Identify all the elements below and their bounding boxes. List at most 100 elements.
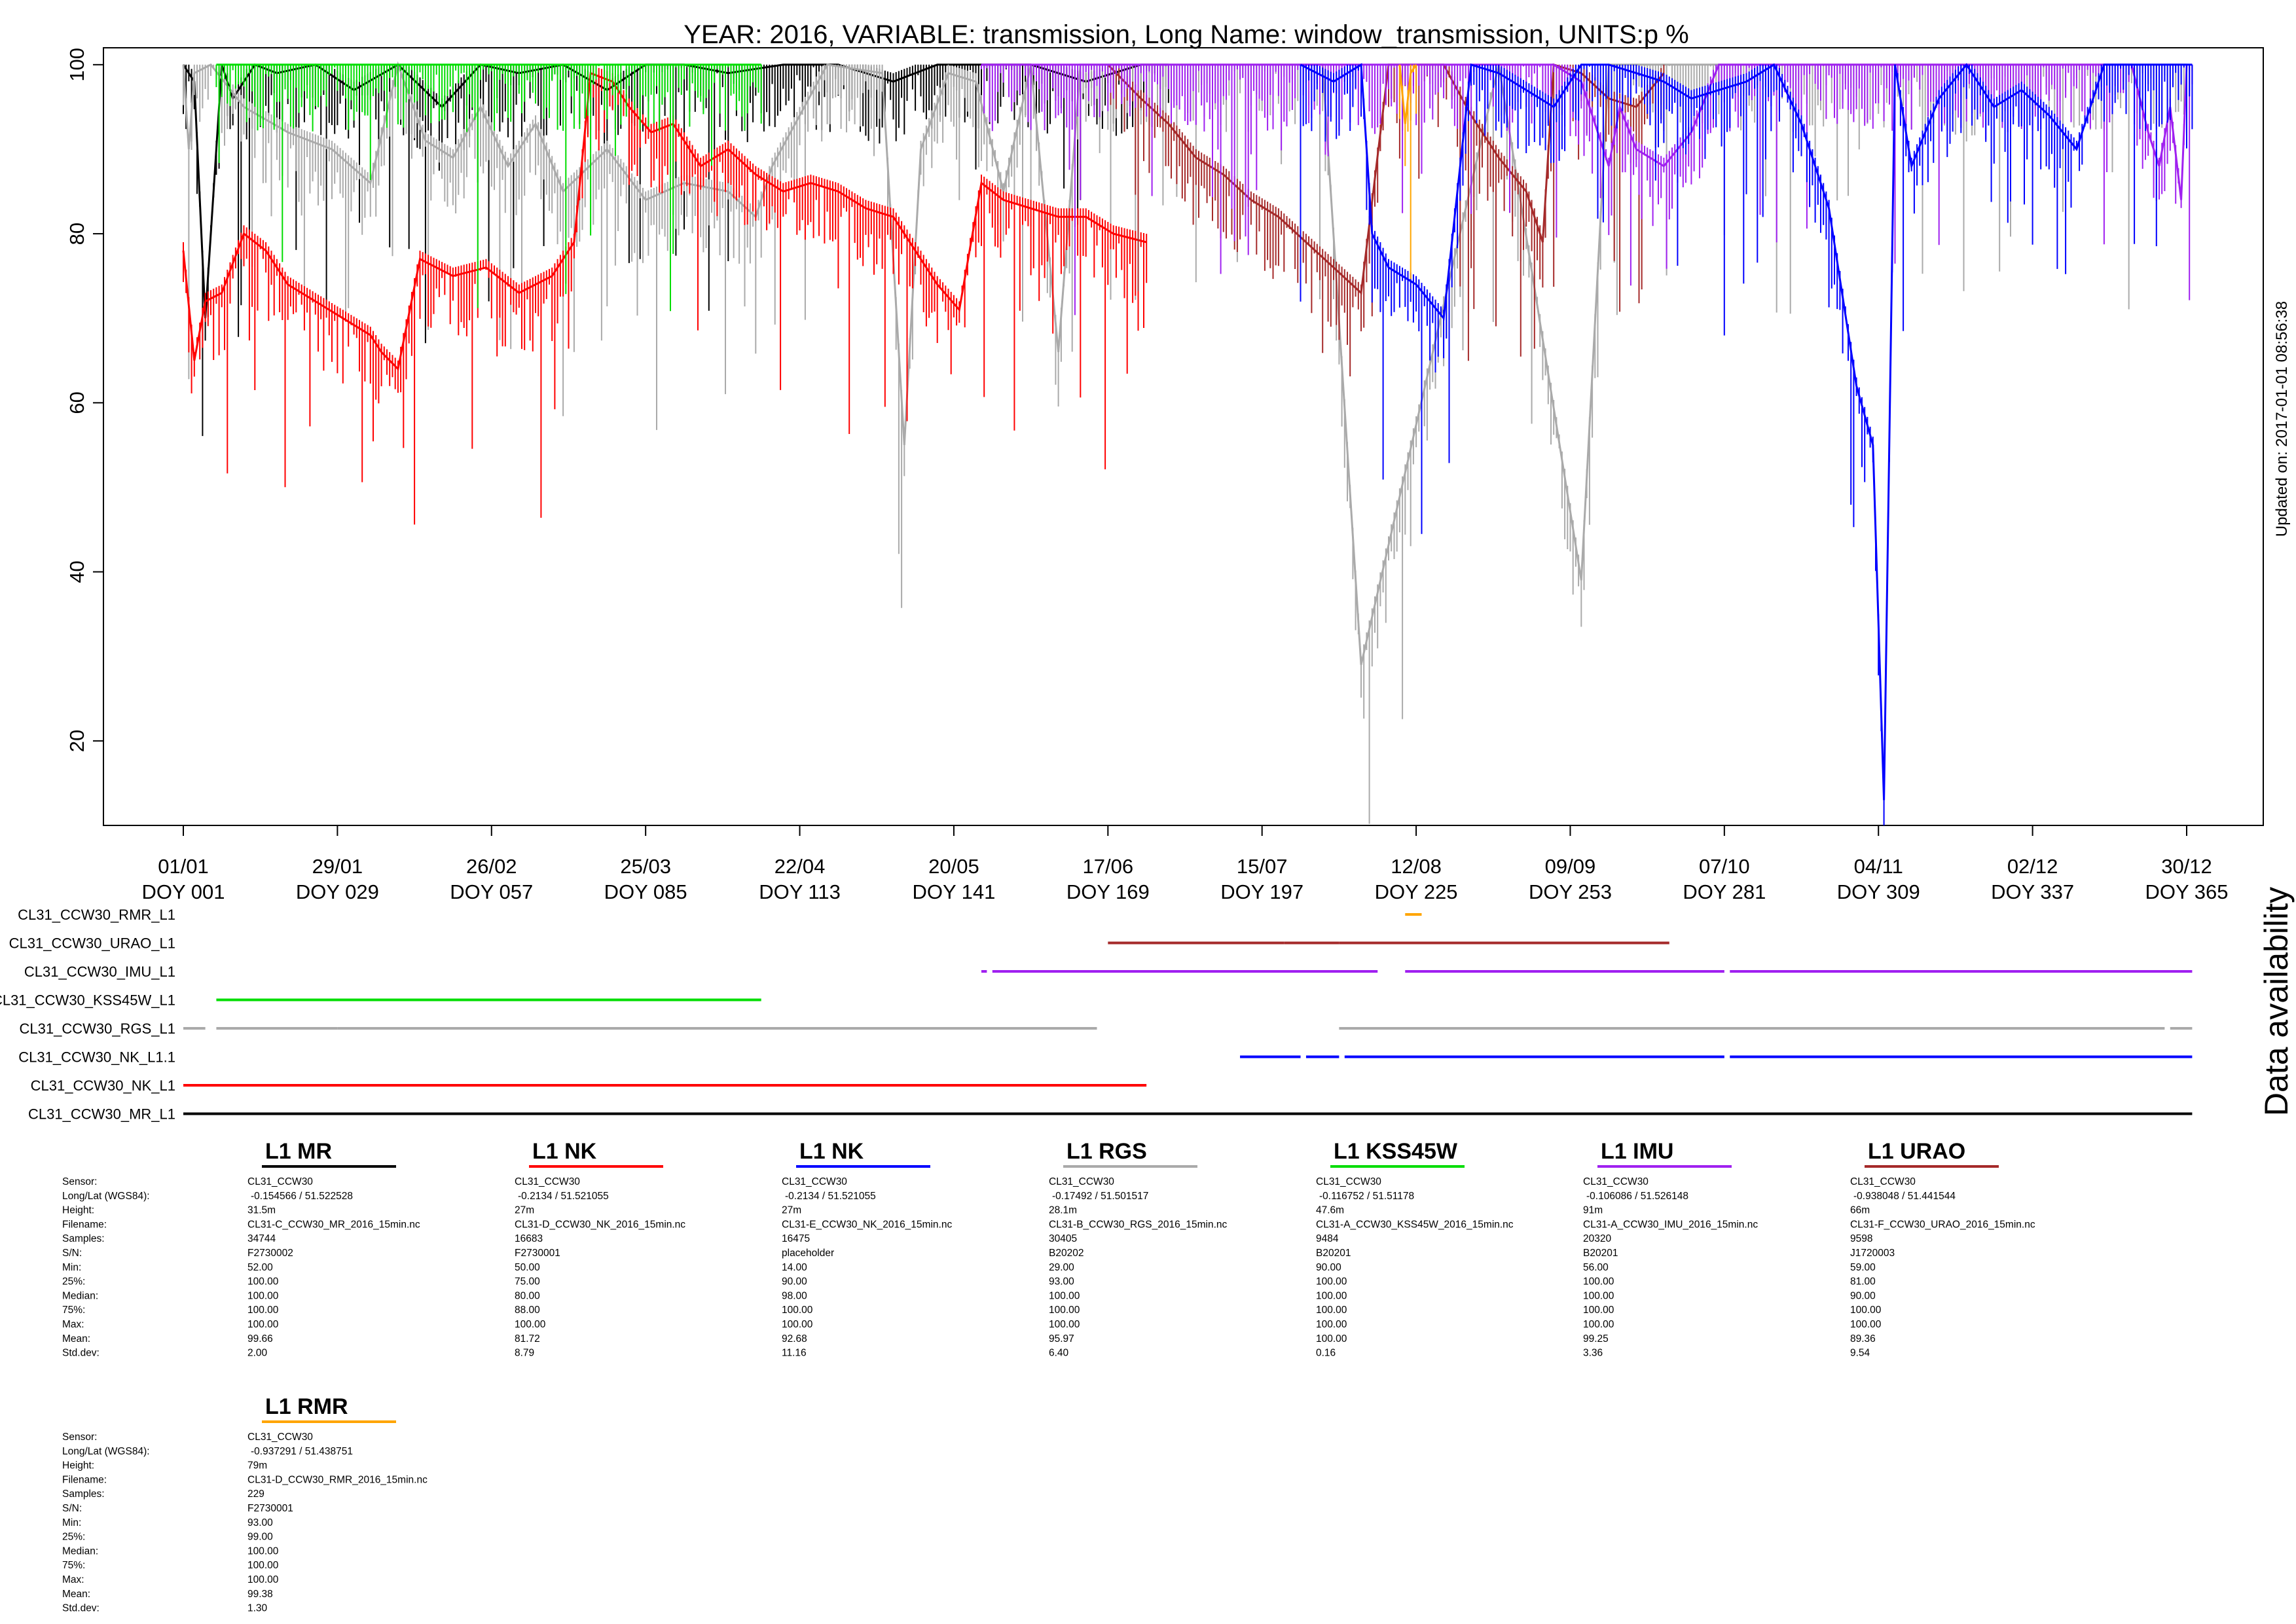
- x-tick-date: 26/02: [466, 855, 517, 878]
- stat-value: 100.00: [782, 1305, 813, 1316]
- stat-value: 9598: [1850, 1233, 1872, 1244]
- station-title: L1 KSS45W: [1334, 1139, 1458, 1164]
- station-block: L1 NK CL31_CCW30 -0.2134 / 51.521055 27m CL3…: [515, 1139, 685, 1359]
- stat-value: 27m: [782, 1205, 801, 1216]
- stat-value: 100.00: [247, 1276, 279, 1288]
- stat-value: 100.00: [1316, 1276, 1347, 1288]
- station-block: L1 MR Sensor: CL31_CCW30 Long/Lat (WGS84): -…: [62, 1139, 420, 1359]
- stat-value: CL31_CCW30: [1316, 1176, 1381, 1187]
- stat-value: placeholder: [782, 1248, 834, 1259]
- stat-value: 0.16: [1316, 1348, 1336, 1359]
- availability-label: CL31_CCW30_RGS_L1: [20, 1020, 175, 1037]
- series-dips: [1107, 64, 1665, 376]
- series-6: [1300, 63, 2193, 825]
- x-tick-date: 25/03: [620, 855, 671, 878]
- stat-value: 100.00: [1316, 1290, 1347, 1301]
- stat-value: -0.17492 / 51.501517: [1052, 1191, 1148, 1202]
- stat-value: CL31_CCW30: [1049, 1176, 1114, 1187]
- series-dips: [183, 64, 1148, 525]
- availability-label: CL31_CCW30_KSS45W_L1: [0, 992, 175, 1009]
- stat-key: Max:: [62, 1574, 84, 1585]
- x-tick-doy: DOY 365: [2145, 880, 2229, 903]
- stat-value: 100.00: [247, 1545, 279, 1557]
- stat-value: 52.00: [247, 1262, 273, 1273]
- stat-value: 90.00: [782, 1276, 807, 1288]
- stat-key: Min:: [62, 1262, 81, 1273]
- stat-value: 75.00: [515, 1276, 540, 1288]
- stat-value: -0.2134 / 51.521055: [785, 1191, 876, 1202]
- chart-title: YEAR: 2016, VARIABLE: transmission, Long…: [683, 20, 1688, 49]
- stat-value: 6.40: [1049, 1348, 1069, 1359]
- stat-value: 88.00: [515, 1305, 540, 1316]
- series-dips: [215, 64, 762, 312]
- x-tick-doy: DOY 169: [1066, 880, 1150, 903]
- stat-key: Height:: [62, 1205, 94, 1216]
- stat-key: 25%:: [62, 1532, 85, 1543]
- stat-value: F2730001: [247, 1503, 293, 1514]
- plot-frame: [103, 47, 2264, 826]
- stat-value: 66m: [1850, 1205, 1870, 1216]
- stat-key: Mean:: [62, 1589, 90, 1600]
- stat-value: 98.00: [782, 1290, 807, 1301]
- stat-value: B20202: [1049, 1248, 1084, 1259]
- stat-value: CL31-A_CCW30_IMU_2016_15min.nc: [1583, 1219, 1758, 1230]
- stat-value: J1720003: [1850, 1248, 1895, 1259]
- stat-value: CL31_CCW30: [782, 1176, 847, 1187]
- updated-timestamp: Updated on: 2017-01-01 08:56:38: [2273, 301, 2291, 537]
- station-title: L1 URAO: [1868, 1139, 1965, 1164]
- x-tick-doy: DOY 309: [1837, 880, 1920, 903]
- x-tick-date: 01/01: [158, 855, 209, 878]
- stat-value: 92.68: [782, 1333, 807, 1344]
- x-tick-date: 07/10: [1699, 855, 1750, 878]
- stat-value: -0.106086 / 51.526148: [1586, 1191, 1688, 1202]
- stat-value: 100.00: [247, 1560, 279, 1571]
- stat-value: CL31-B_CCW30_RGS_2016_15min.nc: [1049, 1219, 1228, 1230]
- stat-value: B20201: [1583, 1248, 1618, 1259]
- x-tick-doy: DOY 197: [1220, 880, 1303, 903]
- x-tick-doy: DOY 225: [1375, 880, 1458, 903]
- availability-label: CL31_CCW30_NK_L1.1: [18, 1049, 175, 1066]
- stat-value: B20201: [1316, 1248, 1351, 1259]
- stat-key: Std.dev:: [62, 1348, 100, 1359]
- stat-value: 9484: [1316, 1233, 1339, 1244]
- series-layer: [182, 61, 2193, 825]
- stat-value: 100.00: [1850, 1319, 1882, 1330]
- stat-value: -0.938048 / 51.441544: [1853, 1191, 1956, 1202]
- stat-value: 30405: [1049, 1233, 1077, 1244]
- y-tick-label: 80: [65, 223, 88, 245]
- stat-value: CL31-D_CCW30_NK_2016_15min.nc: [515, 1219, 685, 1230]
- stat-value: 3.36: [1583, 1348, 1603, 1359]
- stat-key: Median:: [62, 1290, 98, 1301]
- stat-key: 75%:: [62, 1560, 85, 1571]
- station-title: L1 RMR: [265, 1394, 348, 1419]
- stat-value: 28.1m: [1049, 1205, 1077, 1216]
- stat-value: 100.00: [1583, 1276, 1614, 1288]
- x-tick-date: 02/12: [2007, 855, 2058, 878]
- stat-value: 89.36: [1850, 1333, 1876, 1344]
- stat-value: 31.5m: [247, 1205, 276, 1216]
- y-tick-label: 40: [65, 560, 88, 583]
- stat-value: CL31_CCW30: [515, 1176, 580, 1187]
- stat-key: Long/Lat (WGS84):: [62, 1191, 150, 1202]
- x-tick-doy: DOY 113: [759, 880, 841, 903]
- stat-value: 100.00: [1049, 1305, 1080, 1316]
- stat-value: 93.00: [1049, 1276, 1074, 1288]
- series-3: [215, 63, 762, 312]
- stat-value: 16475: [782, 1233, 810, 1244]
- stat-value: 100.00: [1049, 1290, 1080, 1301]
- stat-key: Filename:: [62, 1219, 107, 1230]
- stat-value: 100.00: [1583, 1319, 1614, 1330]
- x-tick-doy: DOY 337: [1991, 880, 2074, 903]
- stat-value: 100.00: [247, 1305, 279, 1316]
- stat-value: 229: [247, 1489, 264, 1500]
- stat-value: 1.30: [247, 1603, 268, 1614]
- stat-value: 93.00: [247, 1517, 273, 1528]
- station-block: L1 KSS45W CL31_CCW30 -0.116752 / 51.51178 4…: [1316, 1139, 1514, 1359]
- stat-value: 50.00: [515, 1262, 540, 1273]
- stat-value: 100.00: [1049, 1319, 1080, 1330]
- stat-value: -0.2134 / 51.521055: [518, 1191, 609, 1202]
- stat-key: Min:: [62, 1517, 81, 1528]
- stat-value: 91m: [1583, 1205, 1603, 1216]
- stat-key: 75%:: [62, 1305, 85, 1316]
- stat-key: Std.dev:: [62, 1603, 100, 1614]
